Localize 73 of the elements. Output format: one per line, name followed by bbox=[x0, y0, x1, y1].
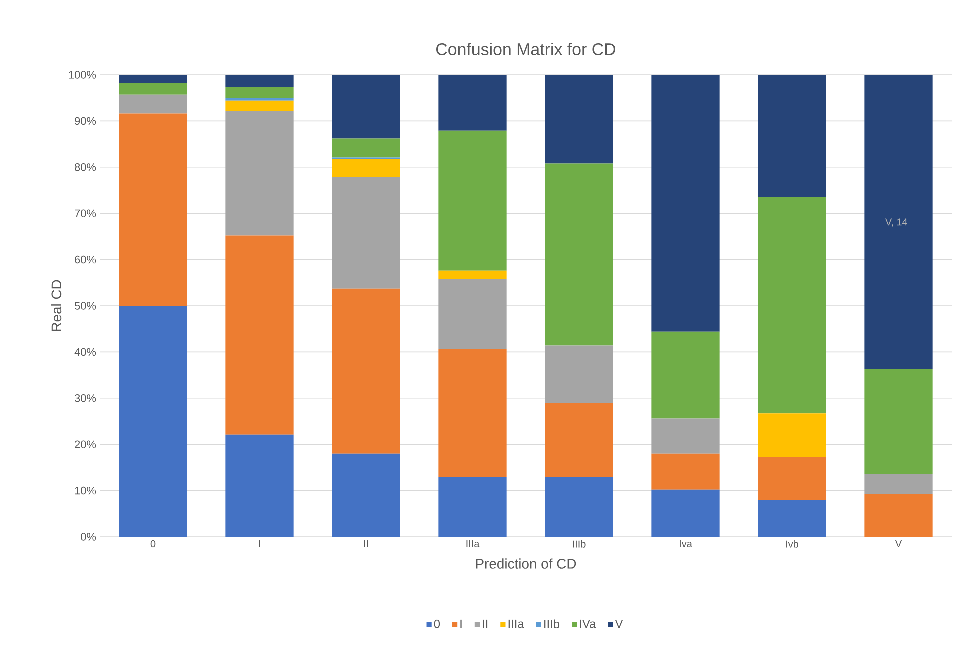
x-tick-label: 0 bbox=[150, 540, 156, 548]
bar bbox=[864, 369, 933, 474]
bar bbox=[226, 100, 294, 112]
bar bbox=[119, 94, 188, 114]
bar bbox=[545, 403, 614, 477]
bar bbox=[758, 500, 826, 537]
bar bbox=[438, 130, 507, 271]
bar bbox=[758, 457, 826, 500]
x-tick-label: II bbox=[364, 540, 368, 548]
y-tick-label: 50% bbox=[74, 302, 96, 310]
legend-label: 0 bbox=[434, 620, 440, 628]
bar bbox=[758, 197, 826, 414]
bar bbox=[438, 270, 507, 280]
bar bbox=[332, 288, 400, 454]
bar bbox=[545, 346, 614, 404]
legend-label: I bbox=[460, 620, 462, 628]
bar bbox=[545, 164, 614, 346]
bar bbox=[226, 98, 294, 101]
bar bbox=[332, 138, 400, 158]
x-tick-label: Iva bbox=[680, 540, 692, 548]
bar bbox=[332, 160, 400, 178]
bar bbox=[332, 74, 400, 139]
legend-label: IIIa bbox=[508, 620, 524, 628]
bar bbox=[119, 114, 188, 306]
bar bbox=[758, 414, 826, 458]
y-tick-label: 30% bbox=[74, 394, 96, 402]
x-tick-label: Ivb bbox=[786, 540, 798, 548]
bar bbox=[652, 74, 720, 332]
bar bbox=[758, 74, 826, 198]
bar bbox=[226, 236, 294, 435]
bar bbox=[438, 348, 507, 477]
bar bbox=[119, 74, 188, 84]
bar bbox=[438, 279, 507, 349]
bar bbox=[438, 74, 507, 131]
bar bbox=[652, 454, 720, 490]
y-tick-label: 40% bbox=[74, 348, 96, 356]
bar bbox=[226, 434, 294, 537]
x-tick-label: IIIa bbox=[466, 540, 480, 548]
bar bbox=[119, 306, 188, 537]
legend-label: IVa bbox=[580, 620, 596, 628]
x-tick-label: I bbox=[259, 540, 260, 548]
bar bbox=[119, 83, 188, 95]
y-tick-label: 20% bbox=[75, 440, 96, 448]
bar bbox=[652, 418, 720, 454]
y-tick-label: 60% bbox=[75, 256, 96, 264]
y-tick-label: 0% bbox=[81, 533, 96, 541]
y-axis-title: Real CD bbox=[51, 280, 62, 332]
bar bbox=[545, 74, 614, 164]
bar bbox=[226, 87, 294, 98]
bar bbox=[864, 474, 933, 494]
bar bbox=[332, 178, 400, 289]
x-axis-title: Prediction of CD bbox=[476, 558, 576, 569]
y-tick-label: 80% bbox=[75, 164, 96, 172]
chart-title: Confusion Matrix for CD bbox=[436, 43, 616, 56]
y-tick-label: 100% bbox=[69, 71, 96, 79]
annotation: V, 14 bbox=[885, 218, 908, 227]
bar bbox=[226, 74, 294, 88]
y-tick-label: 10% bbox=[75, 486, 96, 495]
y-tick-label: 90% bbox=[75, 117, 96, 126]
bar bbox=[652, 490, 720, 537]
bar bbox=[652, 332, 720, 419]
x-tick-label: IIIb bbox=[573, 540, 586, 548]
bar bbox=[545, 476, 614, 537]
bar bbox=[864, 74, 933, 370]
bar bbox=[864, 494, 933, 537]
x-tick-label: V bbox=[895, 540, 902, 548]
bar bbox=[438, 476, 507, 537]
legend-label: IIIb bbox=[544, 620, 560, 628]
y-tick-label: 70% bbox=[75, 210, 96, 218]
bar bbox=[226, 111, 294, 236]
bar bbox=[332, 454, 400, 537]
legend-label: V bbox=[615, 620, 624, 628]
legend-label: II bbox=[483, 620, 488, 628]
